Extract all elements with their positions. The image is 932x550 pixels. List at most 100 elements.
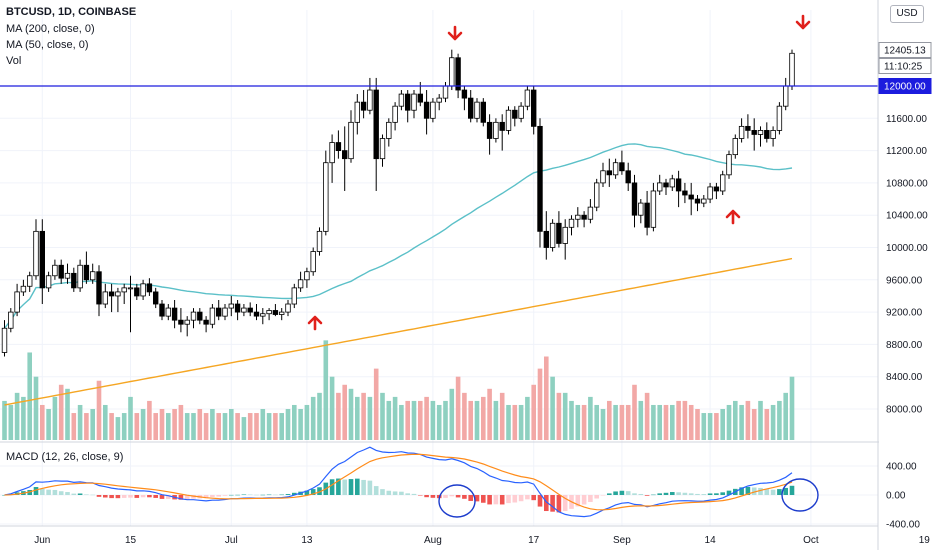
candle-body [1, 327, 8, 353]
volume-bar [40, 404, 45, 440]
candle-body [449, 57, 455, 87]
macd-histogram-bar [525, 495, 530, 500]
candle-body [682, 190, 688, 196]
volume-bar [273, 413, 278, 440]
time-tick-label: 14 [705, 535, 717, 546]
candle-body [657, 182, 663, 192]
candle-body [398, 93, 405, 107]
ma50-line [3, 143, 793, 329]
macd-pane [0, 441, 932, 518]
volume-bar [367, 396, 373, 440]
volume-bar [159, 409, 165, 440]
up-arrow-icon [307, 315, 323, 331]
candle-body [341, 150, 348, 160]
macd-histogram-bar [550, 495, 555, 512]
candle [291, 283, 297, 309]
macd-histogram-bar [210, 495, 215, 498]
candle-body [247, 307, 253, 313]
candle-body [738, 125, 745, 139]
candle [449, 49, 455, 91]
volume-bar [436, 404, 442, 440]
macd-histogram-bar [386, 490, 392, 495]
macd-histogram-bar [109, 495, 114, 499]
candle [386, 118, 392, 147]
candle [253, 304, 260, 321]
candle-body [234, 303, 241, 313]
price-tick-label: 10000.00 [886, 243, 928, 254]
macd-histogram-bar [418, 495, 423, 496]
macd-histogram-bar [140, 495, 146, 498]
macd-histogram-bar [663, 492, 669, 495]
time-tick-label: 15 [125, 535, 137, 546]
macd-histogram-bar [46, 489, 51, 495]
macd-histogram-bar [575, 495, 581, 507]
time-tick-label: Oct [803, 535, 819, 546]
candle-body [373, 89, 379, 160]
legend-macd: MACD (12, 26, close, 9) [6, 451, 124, 463]
candle-body [474, 101, 480, 119]
volume-bar [336, 392, 341, 440]
candle [606, 158, 612, 187]
candle [549, 219, 556, 252]
macd-histogram-bar [33, 487, 39, 495]
macd-histogram-bar [638, 493, 644, 495]
candle [96, 265, 102, 317]
volume-bar [569, 400, 574, 440]
macd-histogram-bar [121, 495, 127, 498]
macd-histogram-bar [285, 494, 291, 495]
macd-histogram-bar [203, 495, 209, 499]
volume-bar [758, 400, 763, 440]
macd-histogram-bar [229, 494, 234, 496]
candle-body [64, 272, 71, 279]
macd-histogram-bar [783, 487, 788, 495]
candle [474, 98, 480, 123]
macd-histogram-bar [411, 493, 417, 495]
candle-body [197, 311, 203, 321]
candle-body [745, 125, 751, 131]
volume-bar [789, 376, 795, 440]
ma50-path [3, 143, 793, 329]
currency-button[interactable]: USD [890, 5, 924, 23]
candle [329, 134, 335, 183]
candle-body [770, 130, 776, 139]
volume-bar [33, 376, 39, 440]
time-tick-label: Jun [34, 535, 50, 546]
macd-histogram-bar [726, 490, 732, 495]
candle-body [480, 101, 486, 123]
macd-histogram-bar [134, 495, 140, 498]
candle-body [96, 271, 102, 305]
volume-bar [222, 413, 228, 440]
macd-histogram-bar [367, 480, 373, 495]
macd-histogram-bar [619, 490, 625, 495]
volume-bar [90, 409, 95, 440]
candle [184, 316, 190, 337]
macd-histogram-bar [348, 479, 354, 495]
candle-body [20, 285, 27, 293]
volume-bar [676, 400, 681, 440]
macd-histogram-bar [399, 491, 404, 495]
candle-body [512, 109, 518, 119]
candle-body [241, 307, 247, 313]
candle-body [732, 138, 738, 156]
candle-body [619, 162, 625, 172]
candle-body [26, 275, 33, 287]
volume-bar [468, 400, 473, 440]
candle-body [720, 174, 726, 192]
volume-bar [392, 396, 398, 440]
candle [770, 126, 776, 147]
price-badge [878, 78, 932, 94]
legend-ma50: MA (50, close, 0) [6, 39, 89, 51]
candle [587, 199, 594, 224]
macd-histogram-bar [758, 487, 763, 495]
candle [436, 94, 442, 111]
volume-bar [462, 392, 467, 440]
volume-bar [588, 396, 593, 440]
volume-bar [96, 380, 102, 440]
candle-body [531, 89, 537, 127]
macd-histogram-bar [77, 493, 83, 495]
candle-body [134, 287, 140, 297]
candle-body [600, 170, 606, 184]
macd-histogram-bar [279, 494, 284, 496]
macd-histogram-bar [443, 495, 448, 498]
